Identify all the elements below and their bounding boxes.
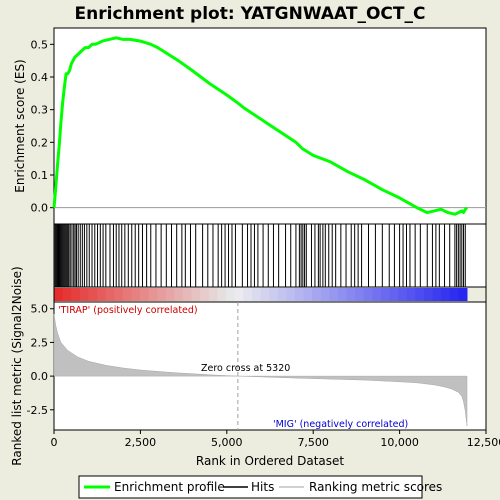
- es-y-ticks: 0.0 0.1 0.2 0.3 0.4 0.5: [31, 38, 54, 215]
- hit-marks: [53, 224, 466, 287]
- color-bar-segment: [355, 288, 365, 301]
- color-bar-segment: [208, 288, 218, 301]
- color-bar-segment: [449, 288, 459, 301]
- color-bar-segment: [140, 288, 150, 301]
- zero-cross-label: Zero cross at 5320: [201, 363, 290, 374]
- color-bar-segment: [122, 288, 132, 301]
- es-y-tick-label: 0.5: [31, 38, 49, 51]
- color-bar-segment: [329, 288, 339, 301]
- metric-y-tick-label: 0.0: [31, 370, 49, 383]
- color-bar-segment: [406, 288, 416, 301]
- color-bar-segment: [363, 288, 373, 301]
- color-bar-segment: [423, 288, 434, 301]
- color-bar-segment: [243, 288, 253, 301]
- color-bar-segment: [294, 288, 305, 301]
- legend-hits-label: Hits: [251, 480, 274, 494]
- color-bar-segment: [346, 288, 356, 301]
- es-y-tick-label: 0.3: [31, 104, 49, 117]
- color-bar-segment: [79, 288, 89, 301]
- color-bar-segment: [114, 288, 124, 301]
- color-bar-segment: [54, 288, 64, 301]
- ranking-metric-area: [53, 314, 468, 427]
- metric-y-tick-label: -2.5: [27, 404, 48, 417]
- x-tick-label: 10,000: [380, 436, 419, 449]
- metric-y-axis-title: Ranked list metric (Signal2Noise): [10, 266, 24, 465]
- color-bar-segment: [372, 288, 382, 301]
- color-bar-segment: [320, 288, 330, 301]
- x-tick-label: 7,500: [297, 436, 329, 449]
- color-bar-segment: [183, 288, 193, 301]
- color-bar-segment: [380, 288, 391, 301]
- metric-y-tick-label: 2.5: [31, 336, 49, 349]
- color-bar-segment: [157, 288, 167, 301]
- color-bar-segment: [441, 288, 451, 301]
- es-y-tick-label: 0.2: [31, 136, 49, 149]
- color-bar-segment: [88, 288, 98, 301]
- negative-correlation-label: 'MIG' (negatively correlated): [273, 419, 408, 430]
- color-bar-segment: [277, 288, 287, 301]
- es-y-axis-title: Enrichment score (ES): [13, 59, 27, 192]
- color-bar-segment: [260, 288, 270, 301]
- color-bar-segment: [62, 288, 72, 301]
- hits-panel-background: [53, 223, 487, 288]
- es-y-tick-label: 0.1: [31, 169, 49, 182]
- color-bar-segment: [71, 288, 81, 301]
- x-axis-title: Rank in Ordered Dataset: [196, 454, 344, 468]
- color-bar-segment: [398, 288, 408, 301]
- legend-box: [78, 475, 423, 499]
- color-bar-segment: [286, 288, 296, 301]
- metric-y-tick-label: 5.0: [31, 303, 49, 316]
- color-bar-segment: [458, 288, 468, 301]
- metric-panel-background: [53, 301, 487, 431]
- legend-es-label: Enrichment profile: [114, 480, 225, 494]
- color-bar-segment: [251, 288, 261, 301]
- color-bar-segment: [226, 288, 236, 301]
- ranking-color-bar: [54, 288, 468, 301]
- color-bar-segment: [165, 288, 175, 301]
- x-tick-label: 2,500: [125, 436, 157, 449]
- color-bar-segment: [217, 288, 227, 301]
- es-y-tick-label: 0.4: [31, 71, 49, 84]
- color-bar-segment: [337, 288, 348, 301]
- color-bar-segment: [269, 288, 279, 301]
- color-bar-segment: [148, 288, 158, 301]
- color-bar-segment: [312, 288, 322, 301]
- metric-y-ticks: -2.5 0.0 2.5 5.0: [27, 303, 54, 417]
- x-tick-label: 0: [51, 436, 58, 449]
- color-bar-segment: [432, 288, 442, 301]
- color-bar-segment: [191, 288, 201, 301]
- color-bar-segment: [131, 288, 141, 301]
- color-bar-segment: [97, 288, 107, 301]
- enrichment-profile-line: [52, 36, 469, 216]
- color-bar-segment: [234, 288, 244, 301]
- color-bar-segment: [415, 288, 425, 301]
- x-axis-ticks: 0 2,500 5,000 7,500 10,000 12,500: [51, 430, 500, 449]
- color-bar-segment: [200, 288, 210, 301]
- es-y-tick-label: 0.0: [31, 202, 49, 215]
- color-bar-segment: [389, 288, 399, 301]
- chart-title: Enrichment plot: YATGNWAAT_OCT_C: [75, 4, 426, 24]
- color-bar-segment: [303, 288, 313, 301]
- x-tick-label: 12,500: [467, 436, 500, 449]
- positive-correlation-label: 'TIRAP' (positively correlated): [58, 305, 198, 316]
- x-tick-label: 5,000: [211, 436, 243, 449]
- color-bar-segment: [174, 288, 184, 301]
- legend-metric-label: Ranking metric scores: [309, 480, 442, 494]
- color-bar-segment: [105, 288, 115, 301]
